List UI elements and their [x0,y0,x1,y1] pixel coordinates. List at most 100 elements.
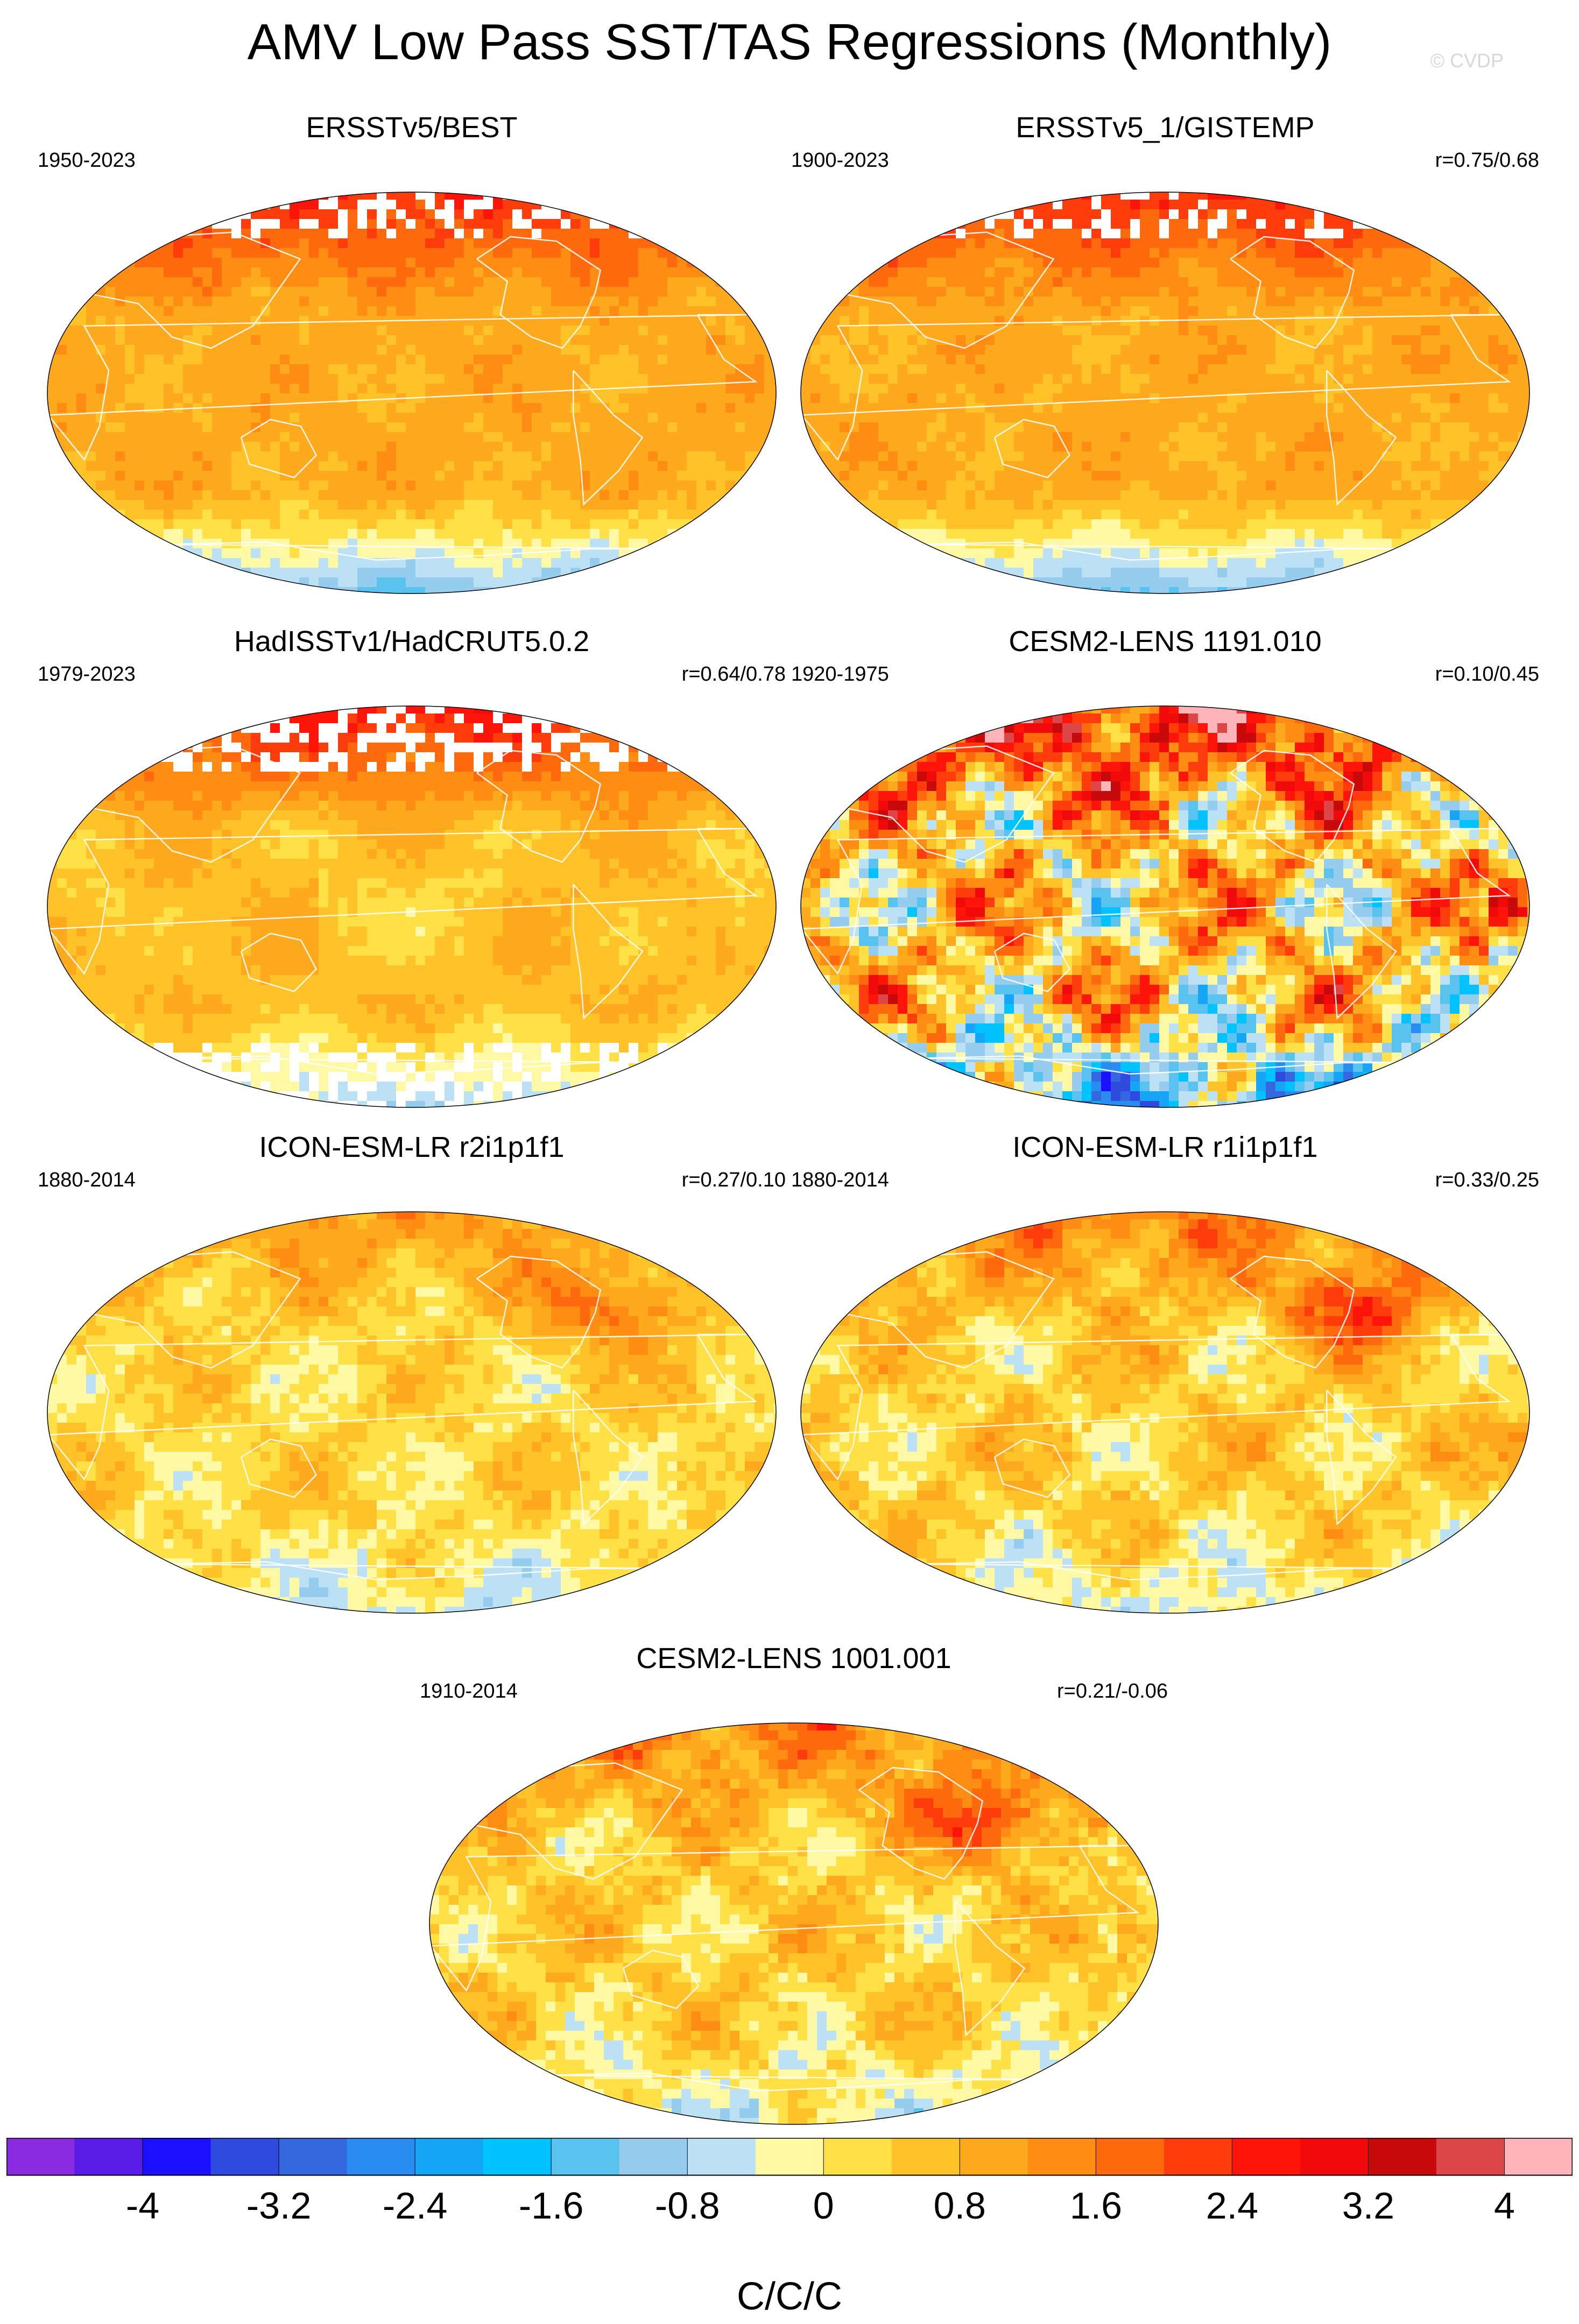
map-cell [386,413,397,423]
map-cell [716,403,726,413]
map-cell [869,316,879,326]
map-cell [1469,287,1479,297]
map-cell [1150,200,1160,210]
map-cell [1305,209,1315,220]
map-cell [1014,393,1024,404]
map-cell [367,306,377,316]
map-cell [1305,490,1315,500]
map-cell [1275,481,1286,491]
map-cell [193,296,203,307]
map-cell [251,384,261,394]
map-cell [619,529,629,539]
map-cell [1111,500,1121,510]
map-cell [164,461,174,471]
map-cell [319,510,329,520]
map-cell [541,432,552,442]
map-cell [299,200,309,210]
map-cell [125,345,135,355]
map-cell [820,364,830,375]
map-cell [1169,258,1179,268]
map-cell [125,422,135,433]
map-cell [86,345,96,355]
map-cell [328,287,339,297]
map-cell [532,548,542,559]
map-cell [1140,413,1150,423]
map-cell [735,326,745,336]
map-cell [801,442,811,452]
map-cell [716,393,726,404]
map-cell [810,442,821,452]
map-cell [561,403,571,413]
map-cell [193,432,203,442]
map-cell [810,384,821,394]
map-cell [493,267,503,278]
map-cell [493,413,503,423]
map-cell [532,219,542,229]
map-cell [425,442,435,452]
map-cell [425,500,435,510]
map-cell [840,364,850,375]
map-cell [270,384,280,394]
map-cell [1043,500,1053,510]
map-cell [193,461,203,471]
map-cell [270,316,280,326]
map-cell [898,355,908,365]
map-cell [425,548,435,559]
map-cell [1033,442,1044,452]
map-cell [619,345,629,355]
map-cell [1179,500,1189,510]
map-cell [1237,326,1247,336]
map-cell [377,364,387,375]
map-cell [309,432,319,442]
map-cell [445,248,455,258]
map-cell [975,229,985,239]
map-cell [1421,258,1431,268]
map-cell [290,490,300,500]
map-cell [859,306,869,316]
map-cell [1295,403,1305,413]
map-cell [1130,258,1140,268]
map-cell [1208,306,1218,316]
map-cell [869,296,879,307]
map-cell [348,481,358,491]
map-cell [1130,306,1140,316]
map-cell [522,461,532,471]
map-cell [830,296,840,307]
map-cell [1363,500,1373,510]
map-cell [1382,345,1392,355]
map-cell [927,490,937,500]
map-cell [1363,306,1373,316]
map-cell [995,548,1005,559]
map-cell [493,248,503,258]
map-cell [609,345,619,355]
map-cell [483,471,494,481]
map-cell [86,306,96,316]
map-cell [1411,316,1421,326]
map-cell [849,432,859,442]
map-cell [1082,490,1092,500]
map-cell [183,248,193,258]
map-cell [1450,471,1460,481]
map-cell [541,558,552,568]
map-cell [975,422,985,433]
map-cell [1062,209,1073,220]
map-cell [493,296,503,307]
map-cell [503,539,513,549]
map-cell [1295,529,1305,539]
map-field [47,192,776,594]
map-cell [1159,510,1169,520]
map-cell [1450,393,1460,404]
map-cell [1411,413,1421,423]
map-cell [445,519,455,529]
map-cell [251,277,261,287]
map-cell [270,432,280,442]
map-cell [1062,229,1073,239]
map-cell [493,481,503,491]
map-cell [1169,442,1179,452]
map-cell [367,384,377,394]
map-cell [76,393,87,404]
map-cell [1334,451,1344,462]
map-cell [396,355,406,365]
map-cell [522,432,532,442]
map-cell [532,306,542,316]
